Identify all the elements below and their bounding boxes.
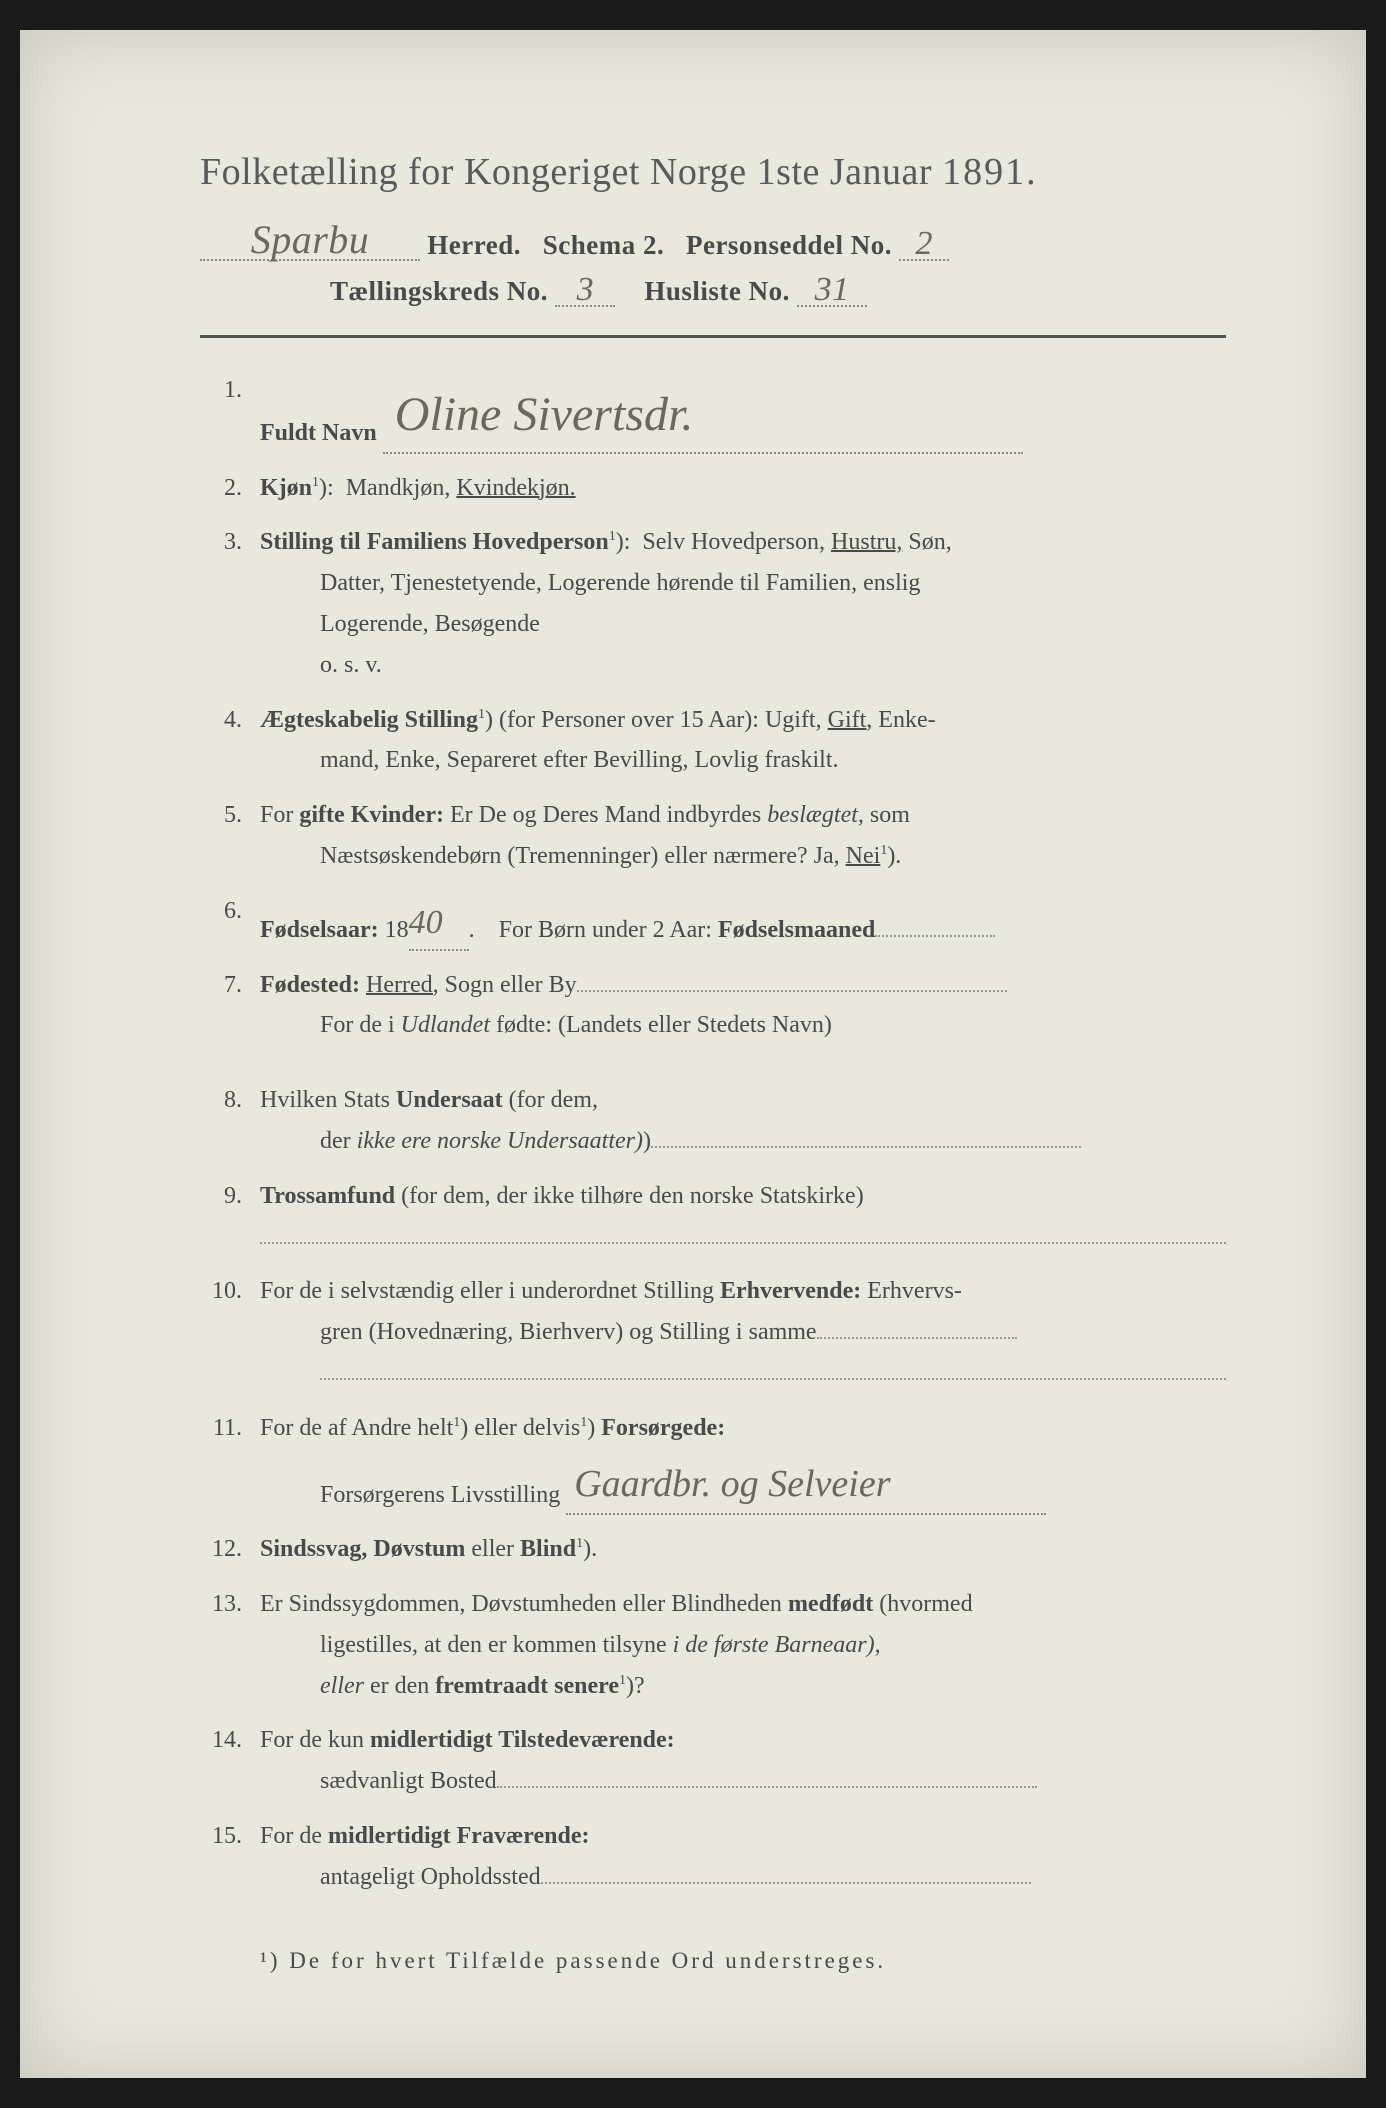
- item-10: 10. For de i selvstændig eller i underor…: [200, 1271, 1226, 1393]
- item-7: 7. Fødested: Herred, Sogn eller By For d…: [200, 965, 1226, 1047]
- item-15: 15. For de midlertidigt Fraværende: anta…: [200, 1816, 1226, 1898]
- related-selected: Nei: [846, 843, 881, 869]
- item-num: 10.: [200, 1271, 260, 1393]
- item-6: 6. Fødselsaar: 1840. For Børn under 2 Aa…: [200, 891, 1226, 951]
- item-label: Fødselsaar:: [260, 917, 379, 943]
- census-form-page: Folketælling for Kongeriget Norge 1ste J…: [20, 30, 1366, 2078]
- kreds-no: 3: [577, 271, 595, 308]
- main-title: Folketælling for Kongeriget Norge 1ste J…: [200, 150, 1226, 194]
- item-12: 12. Sindssvag, Døvstum eller Blind1).: [200, 1529, 1226, 1570]
- item-num: 5.: [200, 795, 260, 877]
- kreds-line: Tællingskreds No. 3 Husliste No. 31: [200, 267, 1226, 307]
- personseddel-label: Personseddel No.: [686, 230, 892, 260]
- item-13: 13. Er Sindssygdommen, Døvstumheden elle…: [200, 1584, 1226, 1706]
- herred-value: Sparbu: [251, 217, 370, 262]
- item-label: Trossamfund: [260, 1183, 395, 1209]
- item-label: gifte Kvinder:: [299, 802, 444, 828]
- divider: [200, 335, 1226, 338]
- item-label: midlertidigt Fraværende:: [328, 1823, 590, 1849]
- item-9: 9. Trossamfund (for dem, der ikke tilhør…: [200, 1176, 1226, 1258]
- item-label: midlertidigt Tilstedeværende:: [370, 1727, 675, 1753]
- marital-selected: Gift,: [828, 707, 873, 733]
- item-num: 13.: [200, 1584, 260, 1706]
- item-label: Fødested:: [260, 972, 360, 998]
- item-num: 6.: [200, 891, 260, 951]
- item-num: 12.: [200, 1529, 260, 1570]
- item-label: Sindssvag, Døvstum: [260, 1536, 465, 1562]
- husliste-no: 31: [815, 271, 850, 308]
- personseddel-no: 2: [915, 225, 933, 262]
- gender-options: Mandkjøn,: [346, 475, 457, 501]
- item-num: 14.: [200, 1720, 260, 1802]
- item-label: Undersaat: [396, 1087, 503, 1113]
- footnote: ¹) De for hvert Tilfælde passende Ord un…: [200, 1948, 1226, 1974]
- relation-selected: Hustru,: [831, 529, 902, 555]
- item-num: 11.: [200, 1408, 260, 1515]
- title-year: 1891.: [942, 151, 1038, 193]
- birthplace-selected: Herred,: [366, 972, 439, 998]
- husliste-label: Husliste No.: [644, 276, 790, 306]
- item-num: 4.: [200, 700, 260, 782]
- item-1: 1. Fuldt Navn Oline Sivertsdr.: [200, 370, 1226, 454]
- gender-selected: Kvindekjøn.: [456, 475, 575, 501]
- item-8: 8. Hvilken Stats Undersaat (for dem, der…: [200, 1080, 1226, 1162]
- full-name-value: Oline Sivertsdr.: [395, 388, 694, 441]
- item-label: Kjøn: [260, 475, 312, 501]
- item-14: 14. For de kun midlertidigt Tilstedevære…: [200, 1720, 1226, 1802]
- item-label: Forsørgede:: [601, 1415, 725, 1441]
- item-num: 9.: [200, 1176, 260, 1258]
- form-items: 1. Fuldt Navn Oline Sivertsdr. 2. Kjøn1)…: [200, 370, 1226, 1898]
- item-label: Ægteskabelig Stilling: [260, 707, 478, 733]
- kreds-label: Tællingskreds No.: [330, 276, 548, 306]
- birth-year: 40: [409, 904, 443, 941]
- item-11: 11. For de af Andre helt1) eller delvis1…: [200, 1408, 1226, 1515]
- item-label: Fuldt Navn: [260, 420, 377, 446]
- title-text: Folketælling for Kongeriget Norge 1ste J…: [200, 151, 942, 193]
- item-label: Erhvervende:: [720, 1278, 861, 1304]
- item-num: 15.: [200, 1816, 260, 1898]
- item-num: 2.: [200, 468, 260, 509]
- item-label: Stilling til Familiens Hovedperson: [260, 529, 609, 555]
- item-num: 3.: [200, 522, 260, 685]
- provider-occupation: Gaardbr. og Selveier: [574, 1463, 890, 1505]
- item-num: 8.: [200, 1080, 260, 1162]
- herred-line: Sparbu Herred. Schema 2. Personseddel No…: [200, 212, 1226, 261]
- item-2: 2. Kjøn1): Mandkjøn, Kvindekjøn.: [200, 468, 1226, 509]
- schema-label: Schema 2.: [543, 230, 665, 260]
- item-3: 3. Stilling til Familiens Hovedperson1):…: [200, 522, 1226, 685]
- item-num: 7.: [200, 965, 260, 1047]
- item-num: 1.: [200, 370, 260, 454]
- item-5: 5. For gifte Kvinder: Er De og Deres Man…: [200, 795, 1226, 877]
- herred-label: Herred.: [427, 230, 521, 260]
- item-4: 4. Ægteskabelig Stilling1) (for Personer…: [200, 700, 1226, 782]
